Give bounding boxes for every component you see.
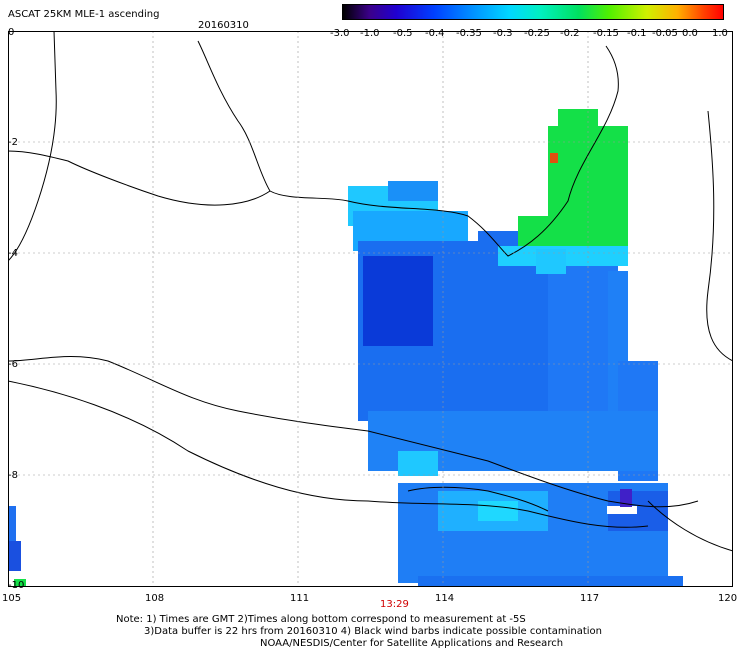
colorbar-tick: 0.0 [682, 28, 698, 39]
colorbar-tick: -0.15 [593, 28, 619, 39]
lon-label: 117 [580, 593, 600, 604]
colorbar-tick: -0.2 [560, 28, 580, 39]
colorbar-tick: -0.25 [524, 28, 550, 39]
lat-label: -6 [8, 359, 18, 370]
colorbar-tick: -3.0 [330, 28, 350, 39]
colorbar [342, 4, 724, 20]
colorbar-tick: -0.3 [493, 28, 513, 39]
lat-label: -4 [8, 248, 18, 259]
swath-data [8, 109, 683, 587]
lon-label: 105 [2, 593, 22, 604]
colorbar-tick: -1.0 [360, 28, 380, 39]
lat-label: -2 [8, 137, 18, 148]
note-line-1: Note: 1) Times are GMT 2)Times along bot… [116, 614, 526, 625]
colorbar-tick: -0.5 [393, 28, 413, 39]
note-line-3: NOAA/NESDIS/Center for Satellite Applica… [260, 638, 564, 649]
colorbar-tick: -0.4 [425, 28, 445, 39]
lon-label: 114 [435, 593, 455, 604]
lat-label: 0 [8, 27, 15, 38]
time-label: 13:29 [380, 599, 409, 610]
lon-label: 111 [290, 593, 310, 604]
colorbar-tick: -0.05 [652, 28, 678, 39]
lat-label: -8 [8, 470, 18, 481]
map-panel [8, 31, 733, 587]
colorbar-tick: -0.1 [627, 28, 647, 39]
lat-label: -10 [8, 580, 25, 591]
lon-label: 108 [145, 593, 165, 604]
map-frame [8, 31, 733, 587]
lon-label: 120 [718, 593, 738, 604]
title-text: ASCAT 25KM MLE-1 ascending [8, 9, 160, 20]
colorbar-tick: -0.35 [456, 28, 482, 39]
date-text: 20160310 [198, 20, 249, 31]
note-line-2: 3)Data buffer is 22 hrs from 20160310 4)… [144, 626, 602, 637]
colorbar-tick: 1.0 [712, 28, 728, 39]
gridlines [8, 31, 733, 587]
